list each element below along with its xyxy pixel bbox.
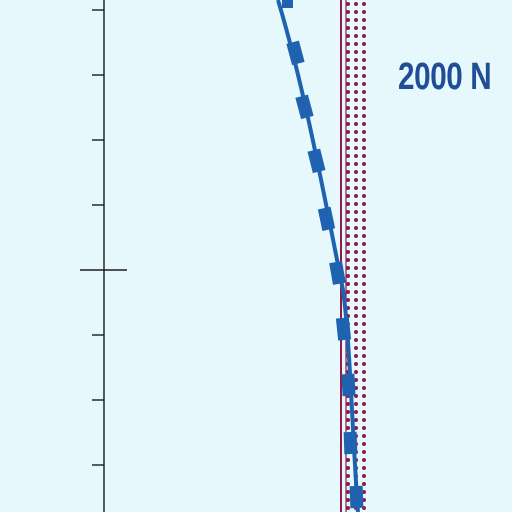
map-label: 2000 N — [398, 56, 492, 98]
route-dashes — [282, 0, 364, 509]
scale-bar — [80, 0, 127, 512]
